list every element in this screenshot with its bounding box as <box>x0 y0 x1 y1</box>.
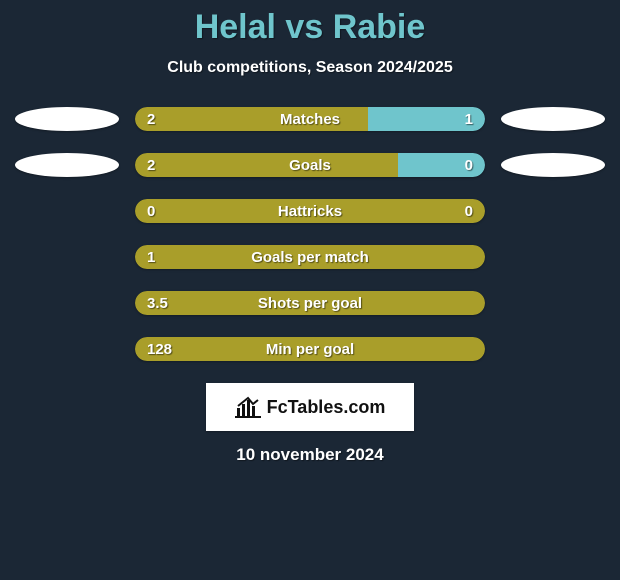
stat-label: Matches <box>135 107 485 131</box>
branding-text: FcTables.com <box>267 397 386 418</box>
stat-row: 128Min per goal <box>0 337 620 361</box>
stat-row: 21Matches <box>0 107 620 131</box>
stat-bar: 128Min per goal <box>135 337 485 361</box>
stat-label: Min per goal <box>135 337 485 361</box>
stat-bar: 20Goals <box>135 153 485 177</box>
stat-row: 3.5Shots per goal <box>0 291 620 315</box>
stat-label: Hattricks <box>135 199 485 223</box>
page-subtitle: Club competitions, Season 2024/2025 <box>0 59 620 77</box>
player-right-ellipse <box>501 153 605 177</box>
stat-label: Goals per match <box>135 245 485 269</box>
branding-box: FcTables.com <box>206 383 414 431</box>
page-title: Helal vs Rabie <box>0 8 620 47</box>
stat-label: Goals <box>135 153 485 177</box>
stat-bar: 3.5Shots per goal <box>135 291 485 315</box>
player-right-ellipse <box>501 107 605 131</box>
stat-label: Shots per goal <box>135 291 485 315</box>
date-text: 10 november 2024 <box>0 445 620 465</box>
infographic-container: Helal vs Rabie Club competitions, Season… <box>0 0 620 465</box>
stat-bar: 00Hattricks <box>135 199 485 223</box>
stat-row: 20Goals <box>0 153 620 177</box>
stat-row: 1Goals per match <box>0 245 620 269</box>
player-left-ellipse <box>15 107 119 131</box>
stat-row: 00Hattricks <box>0 199 620 223</box>
chart-icon <box>235 396 261 418</box>
player-left-ellipse <box>15 153 119 177</box>
stat-bar: 1Goals per match <box>135 245 485 269</box>
stat-bar: 21Matches <box>135 107 485 131</box>
